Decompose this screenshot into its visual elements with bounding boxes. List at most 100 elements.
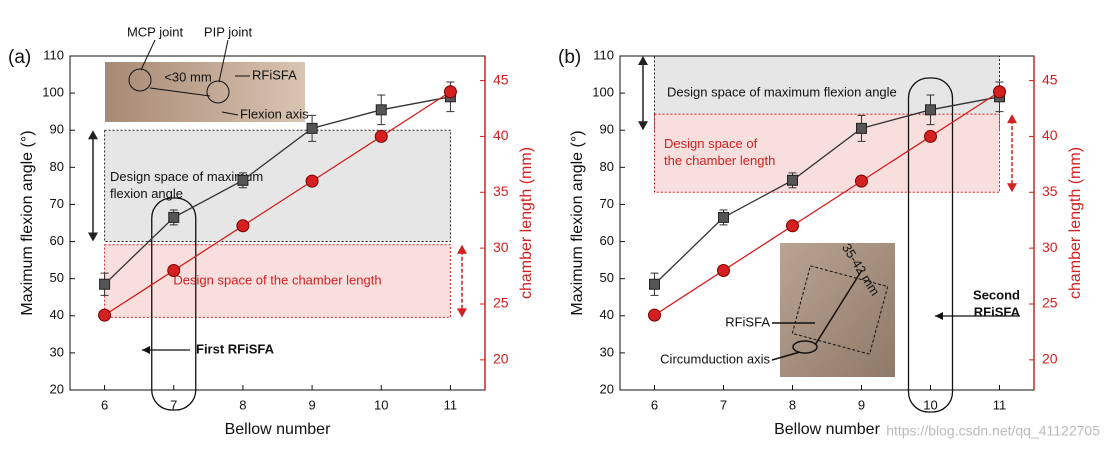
y-tick-label: 40 — [600, 307, 614, 322]
x-axis-label: Bellow number — [774, 421, 881, 438]
region-label: Design space of maximum — [110, 169, 263, 184]
highlight-label: Second — [973, 287, 1020, 302]
marker — [648, 308, 661, 322]
joint-mark — [128, 68, 152, 92]
pointer — [140, 39, 250, 116]
y-tick-label: 20 — [600, 381, 614, 396]
y2-tick-label: 25 — [1042, 295, 1058, 311]
y-tick-label: 60 — [50, 233, 64, 248]
y2-axis-label: chamber length (mm) — [1067, 147, 1084, 299]
arrow-head — [935, 312, 943, 320]
marker — [167, 263, 181, 277]
series-line — [654, 91, 1000, 316]
design-region — [104, 129, 451, 243]
y-tick-label: 40 — [50, 307, 64, 322]
y-tick-label: 110 — [593, 47, 614, 62]
y-tick-label: 80 — [600, 159, 614, 174]
region-label: flexion angle — [110, 186, 183, 201]
x-tick-label: 6 — [651, 397, 658, 412]
highlight-label: First RFiSFA — [196, 341, 275, 356]
highlight-outline — [151, 197, 197, 411]
marker — [925, 104, 936, 116]
y2-tick-label: 40 — [1042, 127, 1058, 143]
y-axis-label: Maximum flexion angle (°) — [569, 130, 586, 315]
x-tick-label: 10 — [374, 397, 388, 412]
watermark: https://blog.csdn.net/qq_41122705 — [886, 423, 1100, 439]
y-tick-label: 70 — [600, 196, 614, 211]
y-tick-label: 60 — [600, 233, 614, 248]
y2-tick-label: 30 — [1042, 239, 1058, 255]
region-label: Design space of — [664, 136, 758, 151]
x-tick-label: 7 — [720, 397, 727, 412]
highlight-outline — [907, 77, 954, 413]
region-label: Design space of the chamber length — [173, 273, 381, 288]
marker — [236, 219, 250, 233]
inset-label: Circumduction axis — [660, 351, 770, 366]
y-tick-label: 90 — [50, 122, 64, 137]
arrow-head — [638, 56, 648, 131]
marker — [305, 174, 319, 188]
y2-tick-label: 25 — [493, 295, 509, 311]
arrow-head — [1007, 114, 1017, 193]
y-tick-label: 50 — [50, 270, 64, 285]
marker — [717, 263, 730, 277]
marker — [718, 211, 729, 223]
x-tick-label: 11 — [444, 397, 458, 412]
y-axis-label: Maximum flexion angle (°) — [19, 130, 36, 315]
inset-label: <30 mm — [164, 69, 211, 84]
y-tick-label: 80 — [50, 159, 64, 174]
y2-tick-label: 45 — [493, 71, 509, 87]
inset-label: PIP joint — [204, 24, 253, 39]
y2-tick-label: 35 — [1042, 183, 1058, 199]
region-label: the chamber length — [664, 153, 775, 168]
series-line — [654, 96, 1000, 285]
marker — [375, 104, 387, 116]
y-tick-label: 50 — [600, 270, 614, 285]
inset-label: Flexion axis — [240, 106, 309, 121]
x-tick-label: 9 — [858, 397, 865, 412]
y-tick-label: 110 — [43, 47, 64, 62]
x-axis-label: Bellow number — [225, 421, 332, 438]
y2-axis-label: chamber length (mm) — [518, 147, 535, 299]
panel: Design space of maximum flexion angle Des… — [558, 47, 1084, 438]
y2-tick-label: 20 — [493, 351, 509, 367]
marker — [649, 278, 660, 290]
y2-tick-label: 20 — [1042, 351, 1058, 367]
y-tick-label: 20 — [50, 381, 64, 396]
y-tick-label: 100 — [42, 85, 64, 100]
inset-label: RFiSFA — [252, 67, 297, 82]
marker — [306, 122, 318, 134]
series-line — [104, 91, 451, 316]
series-line — [104, 96, 451, 285]
y2-tick-label: 30 — [493, 239, 509, 255]
design-region — [654, 113, 1000, 193]
y-tick-label: 70 — [50, 196, 64, 211]
x-tick-label: 8 — [239, 397, 246, 412]
arrow-head — [457, 244, 467, 318]
marker — [993, 85, 1006, 99]
marker — [856, 122, 867, 134]
marker — [443, 85, 457, 99]
x-tick-label: 8 — [789, 397, 796, 412]
inset-label: RFiSFA — [725, 314, 770, 329]
sensor-outline — [791, 265, 889, 355]
y2-tick-label: 35 — [493, 183, 509, 199]
x-tick-label: 7 — [170, 397, 177, 412]
inset-label: MCP joint — [127, 24, 184, 39]
marker — [374, 129, 388, 143]
marker — [99, 278, 111, 290]
x-tick-label: 11 — [993, 397, 1007, 412]
y-tick-label: 90 — [600, 122, 614, 137]
marker — [237, 174, 249, 186]
marker — [786, 219, 799, 233]
photo-inset — [105, 62, 305, 122]
marker — [787, 174, 798, 186]
marker — [924, 129, 937, 143]
panel-label: (b) — [558, 47, 581, 68]
axis-mark — [792, 340, 818, 354]
panel: Design space of maximum flexion angle Desi… — [8, 24, 535, 438]
marker — [855, 174, 868, 188]
highlight-label: RFiSFA — [974, 304, 1021, 319]
marker — [168, 211, 180, 223]
y-tick-label: 30 — [50, 344, 64, 359]
